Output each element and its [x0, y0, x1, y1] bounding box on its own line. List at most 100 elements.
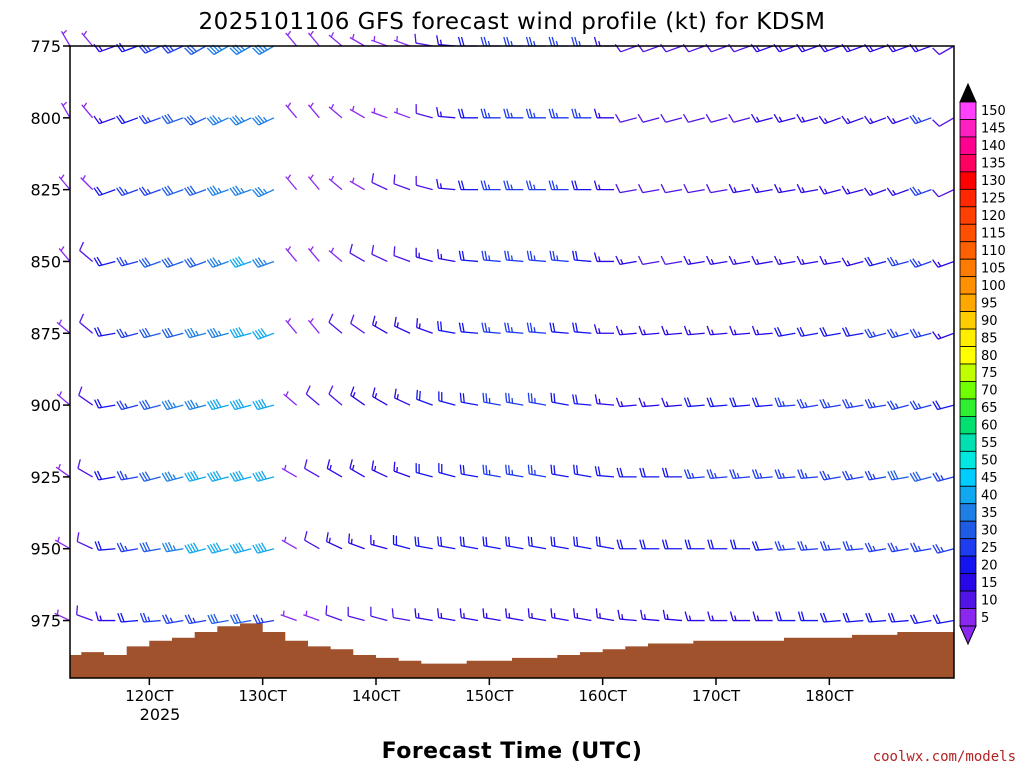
- colorbar-swatch: [959, 276, 977, 295]
- wind-barb: [480, 36, 501, 47]
- wind-barb: [116, 114, 139, 125]
- wind-barb: [371, 387, 388, 406]
- wind-barb: [796, 398, 819, 409]
- wind-barb: [660, 113, 683, 123]
- wind-barb: [573, 536, 592, 550]
- wind-barb: [661, 467, 682, 478]
- colorbar-label: 85: [981, 331, 998, 346]
- wind-barb: [729, 397, 751, 408]
- wind-barb: [54, 609, 71, 622]
- wind-barb: [393, 316, 411, 334]
- wind-barb: [60, 29, 71, 47]
- wind-barb: [638, 397, 660, 408]
- wind-barb: [138, 327, 161, 339]
- x-axis: 120CT 130CT 140CT 150CT 160CT 170CT 180CT: [125, 678, 854, 705]
- x-tick-label: 180CT: [805, 687, 854, 705]
- wind-barb: [617, 609, 637, 622]
- wind-barb: [886, 187, 909, 197]
- wind-barb: [751, 325, 773, 336]
- wind-barb: [480, 108, 501, 119]
- wind-barb: [93, 326, 116, 337]
- wind-barb: [252, 44, 275, 56]
- wind-barb: [752, 611, 773, 622]
- wind-barb: [93, 256, 116, 267]
- wind-barb: [161, 257, 184, 268]
- wind-barb: [615, 255, 637, 266]
- wind-barb: [138, 471, 161, 482]
- wind-barb: [505, 536, 524, 550]
- colorbar-swatch: [959, 171, 977, 190]
- wind-barb: [505, 464, 524, 478]
- wind-barb: [347, 606, 365, 622]
- wind-barb: [56, 319, 71, 334]
- wind-barb: [571, 180, 592, 191]
- wind-barb: [416, 318, 433, 334]
- wind-barb: [95, 611, 116, 622]
- wind-barb: [797, 540, 819, 551]
- wind-barb: [640, 609, 660, 622]
- wind-barb: [750, 113, 773, 123]
- wind-barb: [206, 398, 229, 411]
- wind-barb: [348, 533, 365, 550]
- wind-barb: [307, 102, 320, 119]
- wind-barb: [819, 540, 841, 551]
- wind-barb: [325, 605, 343, 622]
- wind-barb: [819, 470, 841, 481]
- wind-barb: [93, 186, 116, 197]
- wind-barb: [595, 608, 615, 622]
- wind-barb: [436, 35, 456, 47]
- wind-barb: [841, 115, 864, 125]
- wind-barb: [527, 536, 547, 550]
- wind-barb: [773, 113, 796, 123]
- wind-barb: [459, 536, 479, 550]
- wind-barb: [285, 246, 298, 262]
- wind-barb: [307, 30, 320, 47]
- colorbar-label: 35: [981, 506, 998, 521]
- wind-barb: [229, 326, 252, 339]
- wind-barb: [285, 30, 298, 47]
- wind-barb: [818, 185, 841, 195]
- colorbar-label: 95: [981, 296, 998, 311]
- wind-barb: [796, 326, 819, 337]
- wind-barb: [932, 400, 955, 411]
- wind-barb: [393, 246, 411, 263]
- wind-barb: [252, 614, 275, 625]
- wind-barb: [549, 250, 569, 263]
- colorbar-label: 55: [981, 436, 998, 451]
- wind-barb: [637, 183, 660, 194]
- wind-barb: [751, 540, 773, 551]
- wind-barb: [593, 36, 614, 47]
- wind-barb: [459, 608, 479, 622]
- colorbar-swatch: [959, 241, 977, 260]
- wind-barb: [414, 536, 433, 550]
- wind-barb: [615, 183, 637, 194]
- colorbar-swatch: [959, 119, 977, 138]
- wind-barb: [637, 255, 660, 266]
- colorbar-swatch: [959, 555, 977, 575]
- wind-barb: [774, 469, 796, 480]
- wind-barb: [285, 174, 298, 191]
- wind-barb: [548, 36, 569, 47]
- wind-barb: [81, 30, 94, 47]
- wind-barb: [371, 315, 388, 334]
- colorbar-swatch: [959, 433, 977, 452]
- colorbar-label: 120: [981, 209, 1006, 224]
- wind-barb: [76, 605, 93, 622]
- colorbar-swatch: [959, 363, 977, 382]
- colorbar-label: 150: [981, 104, 1006, 119]
- wind-barb: [161, 614, 184, 625]
- colorbar-swatch: [959, 136, 977, 155]
- wind-barb: [252, 470, 275, 482]
- wind-barb: [459, 392, 479, 406]
- colorbar-label: 45: [981, 471, 998, 486]
- wind-barb: [841, 470, 864, 481]
- wind-barb: [841, 398, 864, 409]
- wind-barb: [705, 183, 728, 194]
- y-tick-label: 900: [30, 396, 61, 415]
- wind-barb: [932, 331, 955, 340]
- terrain-fill: [70, 623, 954, 678]
- wind-barb: [138, 186, 161, 197]
- wind-barb: [328, 32, 343, 47]
- wind-barb: [285, 102, 298, 119]
- wind-barb: [438, 391, 456, 406]
